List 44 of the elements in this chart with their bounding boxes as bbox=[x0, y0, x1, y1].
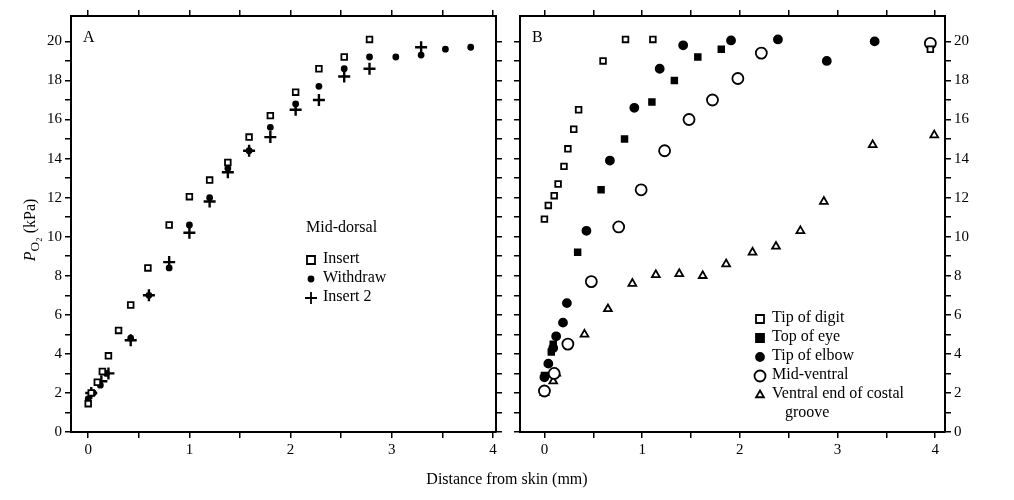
legend-label: Withdraw bbox=[323, 268, 387, 286]
y2-tick-label: 6 bbox=[954, 305, 962, 322]
y-tick-label: 14 bbox=[47, 149, 63, 166]
y-tick-label: 10 bbox=[47, 227, 62, 244]
y2-tick-label: 12 bbox=[954, 188, 969, 205]
annotation: B bbox=[532, 28, 543, 46]
y2-tick-label: 14 bbox=[954, 149, 970, 166]
y-tick-label: 4 bbox=[54, 344, 63, 361]
x-tick-label: 3 bbox=[388, 440, 396, 457]
x-tick-label: 0 bbox=[84, 440, 92, 457]
legend-label: Top of eye bbox=[772, 327, 841, 346]
y2-tick-label: 4 bbox=[954, 344, 962, 361]
y2-tick-label: 2 bbox=[954, 383, 962, 400]
y2-tick-label: 16 bbox=[954, 110, 970, 127]
y-tick-label: 20 bbox=[47, 32, 62, 49]
x-tick-label: 3 bbox=[833, 440, 842, 457]
y2-tick-label: 20 bbox=[954, 32, 969, 49]
y-tick-label: 16 bbox=[47, 110, 63, 127]
y-tick-label: 0 bbox=[54, 422, 62, 439]
legend-label: Tip of digit bbox=[772, 308, 845, 327]
x-tick-label: 0 bbox=[540, 440, 549, 457]
x-tick-label: 4 bbox=[931, 440, 940, 457]
legend-label: Mid-ventral bbox=[772, 365, 849, 383]
y-tick-label: 2 bbox=[54, 383, 62, 400]
x-tick-label: 1 bbox=[185, 440, 194, 457]
legend-label: Insert bbox=[323, 249, 360, 267]
y-tick-label: 8 bbox=[54, 266, 62, 283]
y-tick-label: 6 bbox=[54, 305, 63, 322]
x-tick-label: 1 bbox=[638, 440, 646, 457]
y2-tick-label: 10 bbox=[954, 227, 969, 244]
x-axis-title: Distance from skin (mm) bbox=[425, 470, 589, 488]
y-tick-label: 18 bbox=[47, 71, 62, 88]
x-tick-label: 4 bbox=[489, 440, 498, 457]
legend-label: Tip of elbow bbox=[772, 346, 855, 365]
legend-label: Insert 2 bbox=[323, 287, 372, 305]
y-tick-label: 12 bbox=[47, 188, 62, 205]
y2-tick-label: 0 bbox=[954, 422, 962, 439]
legend-title: Mid-dorsal bbox=[306, 218, 378, 236]
annotation: A bbox=[83, 28, 95, 46]
x-tick-label: 2 bbox=[736, 440, 744, 457]
y2-tick-label: 18 bbox=[954, 71, 969, 88]
y2-tick-label: 8 bbox=[954, 266, 962, 283]
legend-label: Ventral end of costal groove bbox=[772, 384, 905, 422]
x-tick-label: 2 bbox=[286, 440, 295, 457]
